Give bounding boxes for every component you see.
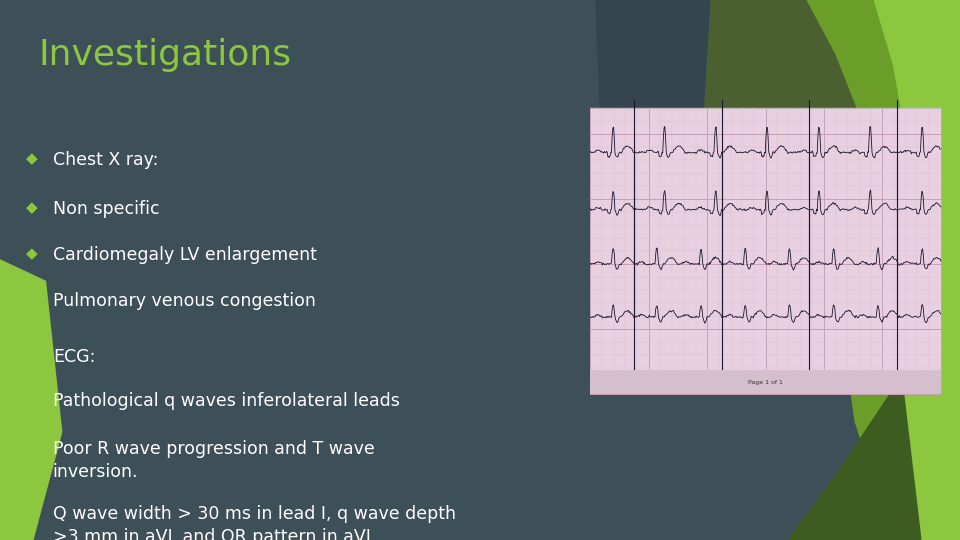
Text: ◆: ◆: [26, 348, 37, 363]
Text: Q wave width > 30 ms in lead I, q wave depth
>3 mm in aVL and QR pattern in aVL
: Q wave width > 30 ms in lead I, q wave d…: [53, 505, 456, 540]
Polygon shape: [0, 259, 62, 540]
Polygon shape: [874, 0, 960, 540]
Text: Investigations: Investigations: [38, 38, 292, 72]
Text: ◆: ◆: [26, 505, 37, 520]
Polygon shape: [806, 0, 960, 540]
Polygon shape: [787, 351, 960, 540]
Polygon shape: [701, 0, 960, 302]
Bar: [590, 108, 941, 394]
Text: Cardiomegaly LV enlargement: Cardiomegaly LV enlargement: [53, 246, 317, 264]
Text: Chest X ray:: Chest X ray:: [53, 151, 158, 169]
Polygon shape: [595, 0, 787, 254]
Text: Poor R wave progression and T wave
inversion.: Poor R wave progression and T wave inver…: [53, 440, 374, 481]
Text: ◆: ◆: [26, 200, 37, 215]
Text: ◆: ◆: [26, 151, 37, 166]
Text: ◆: ◆: [26, 292, 37, 307]
Text: ◆: ◆: [26, 246, 37, 261]
Text: Pulmonary venous congestion: Pulmonary venous congestion: [53, 292, 316, 309]
Text: ◆: ◆: [26, 440, 37, 455]
Text: ECG:: ECG:: [53, 348, 95, 366]
Bar: [590, 370, 941, 394]
Text: Non specific: Non specific: [53, 200, 159, 218]
Text: Page 1 of 1: Page 1 of 1: [748, 380, 783, 384]
Text: ◆: ◆: [26, 392, 37, 407]
Text: Pathological q waves inferolateral leads: Pathological q waves inferolateral leads: [53, 392, 399, 409]
